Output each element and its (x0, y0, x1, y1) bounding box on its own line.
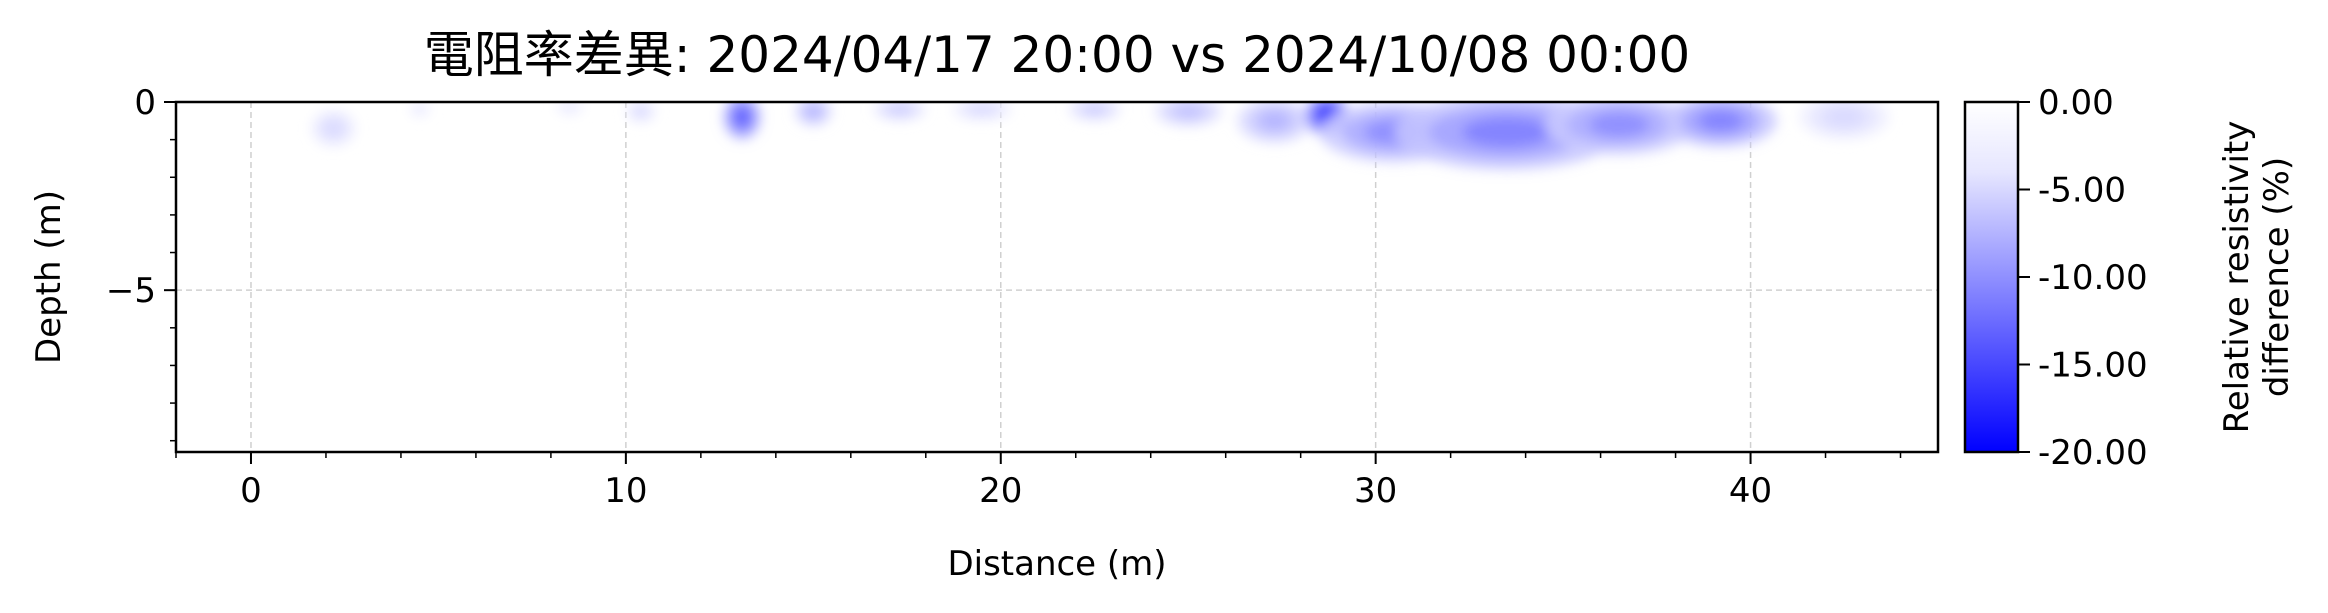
x-tick-label: 0 (240, 471, 262, 511)
x-tick-label: 30 (1354, 471, 1397, 511)
anomaly-layer (310, 102, 1890, 170)
x-axis-ticks: 0 10 20 30 40 (175, 452, 1902, 511)
anomaly-patch (1589, 112, 1650, 137)
anomaly-patch (1698, 110, 1744, 132)
colorbar-tick-label: 0.00 (2038, 83, 2114, 123)
anomaly-patch (1259, 111, 1290, 130)
anomaly-patch (970, 105, 995, 115)
y-tick-label: −5 (106, 271, 156, 311)
x-tick-label: 10 (604, 471, 647, 511)
colorbar-tick-label: -15.00 (2038, 346, 2148, 386)
colorbar-label-line-2: difference (%) (2257, 157, 2297, 397)
anomaly-patch (324, 120, 343, 136)
plot-frame (174, 100, 1940, 454)
x-axis-label: Distance (m) (947, 544, 1166, 584)
colorbar-tick-label: -10.00 (2038, 258, 2148, 298)
x-tick-label: 40 (1729, 471, 1772, 511)
anomaly-patch (1083, 105, 1105, 115)
colorbar-gradient (1965, 102, 2018, 452)
colorbar-ticks: 0.00 -5.00 -10.00 -15.00 -20.00 (2018, 83, 2148, 473)
colorbar-tick-label: -20.00 (2038, 433, 2148, 473)
anomaly-patch (415, 105, 425, 114)
anomaly-patch (1174, 105, 1202, 118)
x-tick-label: 20 (979, 471, 1022, 511)
y-axis-label: Depth (m) (29, 190, 69, 364)
chart-title: 電阻率差異: 2024/04/17 20:00 vs 2024/10/08 00… (424, 26, 1691, 84)
anomaly-patch (734, 108, 750, 127)
y-axis-ticks: 0 −5 (106, 83, 176, 442)
anomaly-patch (563, 103, 576, 112)
grid-lines (176, 102, 1938, 452)
colorbar-label-line-1: Relative resistivity (2217, 121, 2257, 434)
anomaly-patch (889, 105, 911, 115)
anomaly-patch (634, 106, 647, 116)
colorbar-tick-label: -5.00 (2038, 171, 2126, 211)
y-tick-label: 0 (134, 83, 156, 123)
anomaly-patch (1826, 108, 1863, 127)
anomaly-patch (805, 105, 821, 118)
anomaly-patch (1461, 117, 1552, 148)
